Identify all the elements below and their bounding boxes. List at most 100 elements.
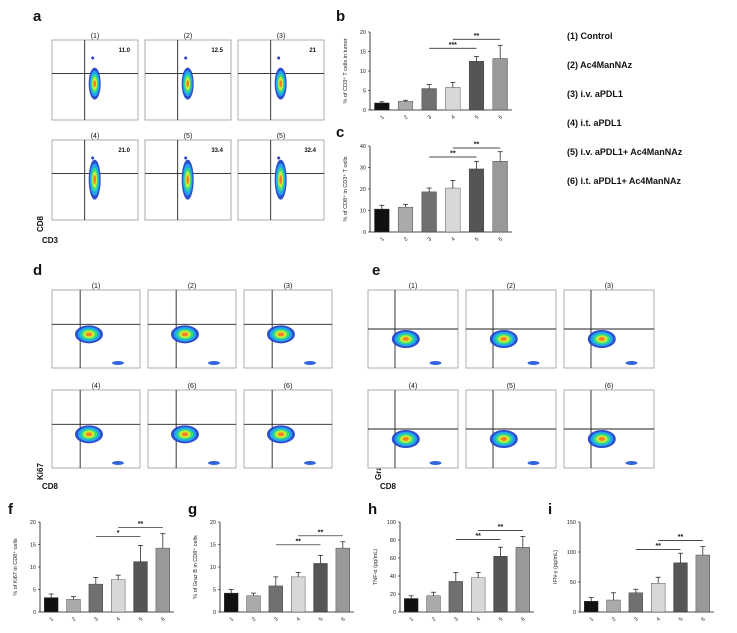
x-tick-label: 2 xyxy=(431,617,437,623)
x-tick-label: 4 xyxy=(450,237,456,243)
event-cluster xyxy=(625,461,638,465)
event-cluster xyxy=(527,461,540,465)
flow-plot: (5) xyxy=(465,383,557,469)
density-blob xyxy=(74,425,103,444)
density-blob xyxy=(74,325,103,344)
density-level xyxy=(598,337,605,341)
x-tick-label: 6 xyxy=(160,617,166,623)
x-tick-label: 4 xyxy=(116,617,122,623)
x-tick-label: 5 xyxy=(474,237,480,243)
density-level xyxy=(500,437,507,441)
bar-chart-c: % of CD8⁺ in CD3⁺ T cells 0 10 20 30 40 1 2 3 4 5 6… xyxy=(342,142,512,243)
bar xyxy=(88,583,103,613)
plot-label: (6) xyxy=(188,383,197,390)
y-tick-label: 80 xyxy=(390,538,396,544)
panel-label-i: i xyxy=(548,501,553,518)
bar xyxy=(493,556,508,613)
plot-label: (2) xyxy=(507,283,516,290)
significance-label: ** xyxy=(450,151,456,158)
y-tick-label: 60 xyxy=(390,556,396,562)
density-level xyxy=(181,432,189,437)
plot-label: (6) xyxy=(284,383,293,390)
x-tick-label: 5 xyxy=(318,617,324,623)
x-tick-label: 1 xyxy=(49,617,55,623)
quadrant-value: 12.5 xyxy=(211,48,223,54)
flow-plot: (5) 32.4 xyxy=(237,133,325,221)
event-cluster xyxy=(208,361,220,365)
density-blob xyxy=(274,159,287,200)
panel-label-f: f xyxy=(8,501,13,518)
y-tick-label: 20 xyxy=(210,520,216,526)
plot-label: (4) xyxy=(92,383,101,390)
flow-grid-d: (1) (2) (3) (4) (6) (6) xyxy=(51,283,333,469)
density-level xyxy=(186,80,189,88)
event-cluster xyxy=(304,461,316,465)
bar xyxy=(268,585,283,613)
axis-label-cd8-a: CD8 xyxy=(36,215,45,232)
plot-label: (4) xyxy=(409,383,418,390)
significance-label: *** xyxy=(449,42,457,49)
bar xyxy=(673,562,688,613)
density-level xyxy=(85,432,93,437)
plot-label: (1) xyxy=(91,33,100,40)
density-blob xyxy=(170,425,199,444)
axis-label-cd3-a: CD3 xyxy=(42,236,59,245)
group-legend: (1) Control (2) Ac4ManNAz (3) i.v. aPDL1… xyxy=(567,30,682,204)
bar xyxy=(468,168,485,233)
flow-plot: (1) 11.0 xyxy=(51,33,139,121)
event-dot xyxy=(277,56,281,60)
x-tick-label: 6 xyxy=(498,115,504,121)
bar-chart-b: % of CD3⁺ T cells in tumor 0 5 10 15 20 1 2 3 4 5 6… xyxy=(342,30,512,121)
bar xyxy=(397,206,414,233)
bar-chart-g: % of Graz B in CD8⁺ cells 0 5 10 15 20 1 2 3 4 5 6 *… xyxy=(192,520,354,623)
flow-plot: (3) xyxy=(563,283,655,369)
bar xyxy=(492,58,508,111)
density-blob xyxy=(266,325,295,344)
y-tick-label: 5 xyxy=(363,89,366,95)
x-tick-label: 2 xyxy=(71,617,77,623)
bar xyxy=(313,563,328,613)
bar xyxy=(421,88,437,111)
bar xyxy=(397,101,414,111)
bar xyxy=(155,547,170,613)
event-cluster xyxy=(429,461,442,465)
flow-plot: (5) 33.4 xyxy=(144,133,232,221)
x-tick-label: 1 xyxy=(379,115,385,121)
bar xyxy=(445,87,461,111)
density-blob xyxy=(391,330,420,348)
event-cluster xyxy=(208,461,220,465)
plot-label: (2) xyxy=(184,33,193,40)
quadrant-value: 33.4 xyxy=(211,148,223,154)
significance-label: ** xyxy=(475,533,481,540)
y-tick-label: 50 xyxy=(570,580,576,586)
flow-plot: (2) xyxy=(147,283,237,369)
event-cluster xyxy=(112,461,124,465)
y-tick-label: 20 xyxy=(360,30,366,36)
y-tick-label: 20 xyxy=(360,187,366,193)
significance-label: ** xyxy=(318,529,324,536)
flow-plot: (6) xyxy=(563,383,655,469)
y-tick-label: 0 xyxy=(363,108,366,114)
x-tick-label: 3 xyxy=(273,617,279,623)
flow-plot: (1) xyxy=(51,283,141,369)
bar xyxy=(335,547,350,613)
y-tick-label: 150 xyxy=(567,520,576,526)
bar xyxy=(628,592,643,613)
x-tick-label: 1 xyxy=(409,617,415,623)
significance-label: * xyxy=(117,530,120,537)
quadrant-value: 21 xyxy=(309,48,316,54)
x-tick-label: 4 xyxy=(450,115,456,121)
density-blob xyxy=(88,67,101,100)
bar xyxy=(421,191,437,233)
density-level xyxy=(93,175,96,185)
bar xyxy=(374,208,390,233)
x-tick-label: 1 xyxy=(589,617,595,623)
event-cluster xyxy=(429,361,442,365)
event-dot xyxy=(91,156,95,160)
event-dot xyxy=(184,56,188,60)
flow-plot: (6) xyxy=(243,383,333,469)
density-blob xyxy=(587,330,616,348)
x-tick-label: 5 xyxy=(474,115,480,121)
bar xyxy=(246,595,261,613)
